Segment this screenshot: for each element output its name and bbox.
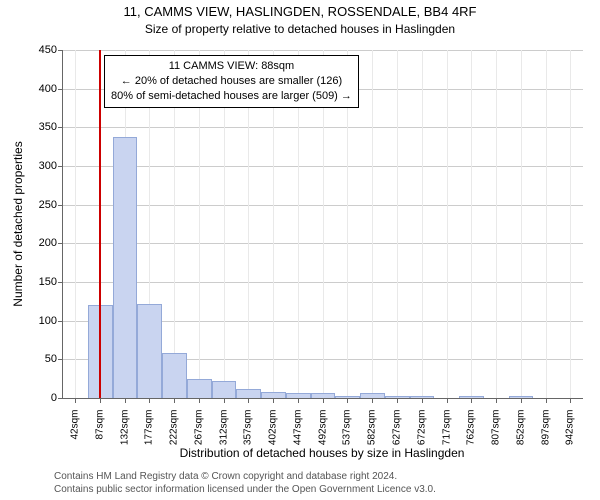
xtick-mark	[471, 398, 472, 403]
histogram-bar	[509, 396, 534, 398]
y-axis-label: Number of detached properties	[11, 141, 25, 306]
ytick-label: 150	[39, 276, 63, 288]
xtick-mark	[496, 398, 497, 403]
gridline-v	[471, 50, 472, 398]
footer-attribution: Contains HM Land Registry data © Crown c…	[54, 470, 436, 496]
histogram-bar	[459, 396, 484, 398]
gridline-v	[372, 50, 373, 398]
xtick-label: 897sqm	[540, 410, 551, 446]
ytick-label: 450	[39, 44, 63, 56]
histogram-bar	[137, 304, 162, 398]
xtick-label: 267sqm	[193, 410, 204, 446]
xtick-mark	[100, 398, 101, 403]
xtick-mark	[397, 398, 398, 403]
xtick-label: 717sqm	[441, 410, 452, 446]
histogram-bar	[311, 393, 336, 398]
xtick-mark	[174, 398, 175, 403]
xtick-label: 222sqm	[169, 410, 180, 446]
histogram-bar	[385, 396, 410, 398]
x-axis-label: Distribution of detached houses by size …	[62, 446, 582, 460]
xtick-mark	[447, 398, 448, 403]
annotation-box: 11 CAMMS VIEW: 88sqm← 20% of detached ho…	[104, 55, 359, 108]
ytick-label: 50	[45, 353, 63, 365]
footer-line-2: Contains public sector information licen…	[54, 483, 436, 496]
annotation-line-3: 80% of semi-detached houses are larger (…	[111, 89, 352, 104]
histogram-bar	[286, 393, 311, 398]
ytick-label: 350	[39, 121, 63, 133]
xtick-mark	[347, 398, 348, 403]
xtick-label: 762sqm	[466, 410, 477, 446]
xtick-mark	[149, 398, 150, 403]
xtick-mark	[75, 398, 76, 403]
gridline-v	[75, 50, 76, 398]
gridline-v	[397, 50, 398, 398]
xtick-label: 402sqm	[268, 410, 279, 446]
gridline-v	[546, 50, 547, 398]
xtick-mark	[570, 398, 571, 403]
xtick-label: 852sqm	[515, 410, 526, 446]
xtick-label: 942sqm	[565, 410, 576, 446]
histogram-bar	[360, 393, 385, 398]
ytick-label: 250	[39, 199, 63, 211]
address-title: 11, CAMMS VIEW, HASLINGDEN, ROSSENDALE, …	[0, 4, 600, 19]
xtick-label: 42sqm	[70, 410, 81, 440]
histogram-bar	[410, 396, 435, 398]
histogram-bar	[212, 381, 237, 398]
xtick-mark	[224, 398, 225, 403]
histogram-bar	[261, 392, 286, 398]
ytick-label: 200	[39, 237, 63, 249]
xtick-mark	[248, 398, 249, 403]
histogram-bar	[335, 396, 360, 398]
gridline-v	[447, 50, 448, 398]
gridline-v	[521, 50, 522, 398]
xtick-mark	[273, 398, 274, 403]
footer-line-1: Contains HM Land Registry data © Crown c…	[54, 470, 436, 483]
xtick-mark	[546, 398, 547, 403]
xtick-label: 807sqm	[491, 410, 502, 446]
property-marker-line	[99, 50, 101, 398]
xtick-label: 537sqm	[342, 410, 353, 446]
chart-subtitle: Size of property relative to detached ho…	[0, 22, 600, 36]
histogram-bar	[113, 137, 138, 398]
histogram-bar	[162, 353, 187, 398]
chart-container: 11, CAMMS VIEW, HASLINGDEN, ROSSENDALE, …	[0, 0, 600, 500]
xtick-label: 582sqm	[367, 410, 378, 446]
xtick-label: 492sqm	[317, 410, 328, 446]
xtick-mark	[323, 398, 324, 403]
xtick-label: 627sqm	[392, 410, 403, 446]
gridline-v	[496, 50, 497, 398]
gridline-v	[422, 50, 423, 398]
xtick-mark	[521, 398, 522, 403]
ytick-label: 300	[39, 160, 63, 172]
gridline-v	[570, 50, 571, 398]
annotation-line-2: ← 20% of detached houses are smaller (12…	[111, 74, 352, 89]
xtick-label: 177sqm	[144, 410, 155, 446]
xtick-label: 312sqm	[218, 410, 229, 446]
ytick-label: 100	[39, 315, 63, 327]
xtick-mark	[125, 398, 126, 403]
xtick-mark	[298, 398, 299, 403]
xtick-label: 132sqm	[119, 410, 130, 446]
ytick-label: 400	[39, 83, 63, 95]
ytick-label: 0	[51, 392, 63, 404]
annotation-line-1: 11 CAMMS VIEW: 88sqm	[111, 59, 352, 74]
histogram-bar	[236, 389, 261, 398]
xtick-label: 357sqm	[243, 410, 254, 446]
xtick-label: 87sqm	[94, 410, 105, 440]
xtick-mark	[372, 398, 373, 403]
xtick-label: 447sqm	[292, 410, 303, 446]
histogram-bar	[187, 379, 212, 398]
xtick-label: 672sqm	[416, 410, 427, 446]
xtick-mark	[199, 398, 200, 403]
xtick-mark	[422, 398, 423, 403]
